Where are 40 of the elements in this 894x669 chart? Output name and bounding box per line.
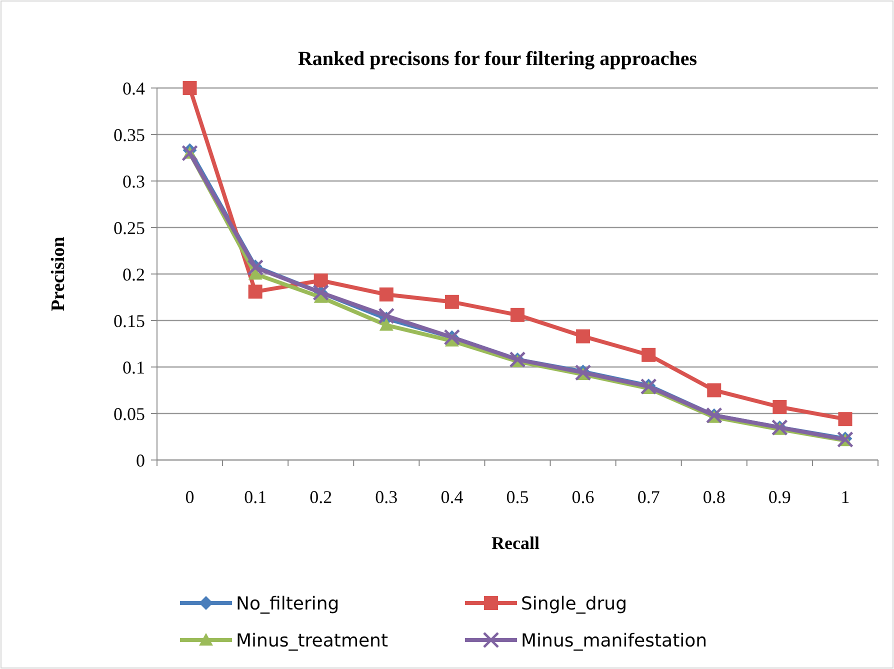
y-axis-title: Precision	[48, 236, 69, 312]
point	[642, 348, 656, 362]
x-tick-label: 0.1	[244, 487, 267, 507]
x-tick-label: 0.7	[637, 487, 660, 507]
legend-label: Single_drug	[521, 593, 627, 614]
y-tick-label: 0	[136, 450, 145, 470]
point	[576, 329, 590, 344]
y-tick-label: 0.4	[122, 78, 145, 98]
x-tick-label: 0.3	[375, 487, 398, 507]
legend-label: No_filtering	[236, 593, 340, 614]
x-tick-label: 0.8	[702, 487, 726, 507]
y-tick-label: 0.25	[114, 218, 145, 238]
x-axis-title: Recall	[492, 533, 540, 553]
point	[314, 274, 328, 288]
x-tick-label: 1	[840, 487, 850, 507]
x-tick-label: 0.2	[310, 487, 332, 507]
point	[248, 284, 262, 299]
point	[510, 308, 524, 322]
y-tick-label: 0.05	[114, 404, 145, 424]
y-tick-label: 0.3	[122, 171, 145, 192]
point	[444, 294, 459, 309]
point	[378, 308, 395, 324]
x-tick-label: 0.9	[768, 487, 791, 507]
legend-label: Minus_manifestation	[521, 630, 708, 652]
y-tick-label: 0.15	[114, 310, 145, 331]
y-tick-label: 0.35	[114, 124, 145, 145]
point	[772, 400, 787, 414]
x-tick-label: 0.6	[572, 487, 594, 507]
point	[379, 287, 394, 302]
point	[379, 318, 394, 331]
point	[707, 383, 722, 398]
x-tick-label: 0.4	[440, 487, 464, 507]
point	[838, 412, 852, 426]
x-tick-label: 0	[185, 487, 194, 507]
legend-label: Minus_treatment	[236, 630, 388, 652]
y-tick-label: 0.1	[122, 357, 145, 378]
chart-title: Ranked precisons for four filtering approaches	[298, 48, 698, 70]
y-tick-label: 0.2	[122, 264, 145, 284]
point	[182, 81, 197, 95]
x-tick-label: 0.5	[506, 487, 529, 507]
